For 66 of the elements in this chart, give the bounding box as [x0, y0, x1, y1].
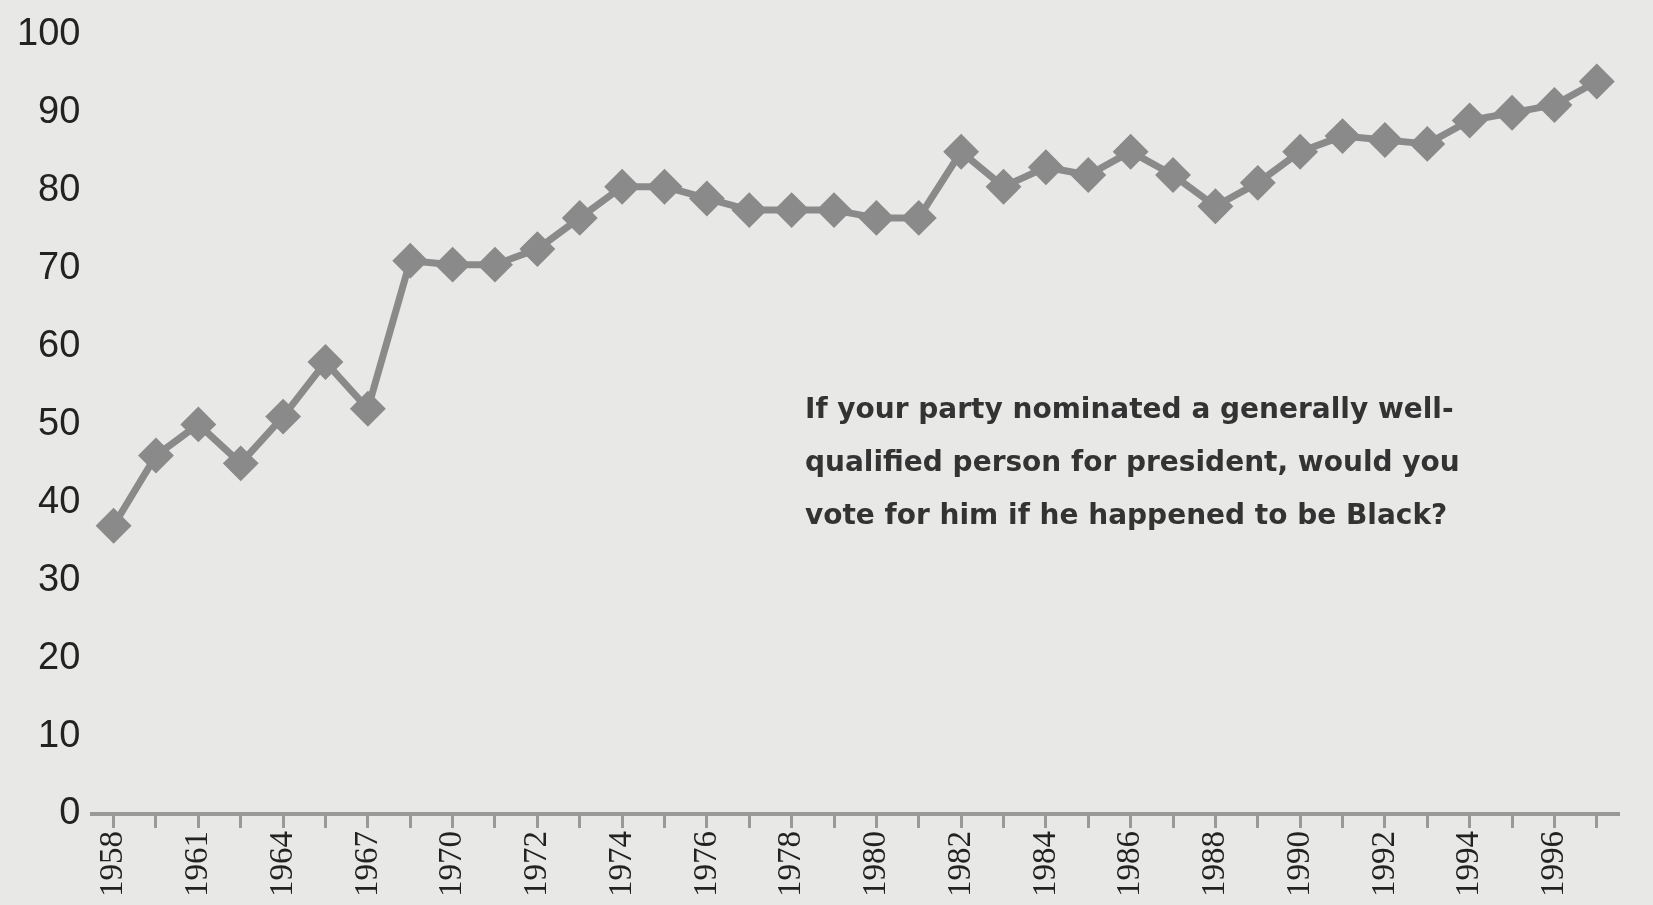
point [1368, 123, 1402, 157]
x-tick-label: 1970 [432, 831, 469, 897]
point [308, 345, 342, 379]
point [1029, 150, 1063, 184]
point [1198, 189, 1232, 223]
point [944, 135, 978, 169]
point [732, 193, 766, 227]
point [1453, 104, 1487, 138]
x-tick-label: 1992 [1364, 831, 1401, 897]
x-tick-label: 1961 [178, 831, 215, 897]
y-tick-label: 20 [38, 634, 81, 677]
point [775, 193, 809, 227]
x-tick-label: 1980 [856, 831, 893, 897]
y-tick-label: 80 [38, 167, 81, 210]
point [266, 400, 300, 434]
point [1071, 158, 1105, 192]
point [224, 446, 258, 480]
point [563, 201, 597, 235]
x-tick-label: 1974 [601, 831, 638, 897]
x-tick-label: 1976 [686, 831, 723, 897]
y-tick-label: 40 [38, 478, 81, 521]
point [393, 244, 427, 278]
point [1580, 65, 1614, 99]
point [1241, 166, 1275, 200]
x-tick-label: 1958 [93, 831, 130, 897]
point [1537, 88, 1571, 122]
point [181, 407, 215, 441]
x-tick-label: 1967 [347, 831, 384, 897]
point [520, 232, 554, 266]
y-tick-label: 50 [38, 400, 81, 443]
y-tick-label: 10 [38, 712, 81, 755]
x-tick-label: 1988 [1195, 831, 1232, 897]
x-tick-label: 1994 [1449, 831, 1486, 897]
point [1495, 96, 1529, 130]
y-tick-label: 100 [17, 11, 81, 54]
x-tick-label: 1972 [517, 831, 554, 897]
point [478, 248, 512, 282]
x-tick-label: 1982 [940, 831, 977, 897]
y-tick-label: 90 [38, 89, 81, 132]
point [605, 170, 639, 204]
point [1283, 135, 1317, 169]
point [139, 439, 173, 473]
x-tick-label: 1990 [1279, 831, 1316, 897]
y-tick-label: 70 [38, 245, 81, 288]
point [648, 170, 681, 204]
point [1326, 119, 1360, 153]
point [817, 193, 851, 227]
y-tick-label: 30 [38, 556, 81, 599]
point [690, 181, 724, 215]
x-tick-label: 1996 [1534, 831, 1571, 897]
point [436, 248, 470, 282]
y-tick-label: 0 [59, 790, 81, 833]
point [987, 170, 1021, 204]
x-tick-label: 1964 [262, 831, 299, 897]
point [902, 201, 936, 235]
y-tick-label: 60 [38, 322, 81, 365]
x-tick-label: 1984 [1025, 831, 1062, 897]
point [1410, 127, 1444, 161]
annotation: If your party nominated a generally well-qualified person for president, would you vote for him if he happened to be Black? [805, 391, 1461, 533]
x-tick-label: 1986 [1110, 831, 1147, 897]
point [351, 392, 385, 426]
x-tick-label: 1978 [771, 831, 808, 897]
point [97, 509, 131, 543]
point [1156, 158, 1190, 192]
point [859, 201, 893, 235]
point [1114, 135, 1148, 169]
